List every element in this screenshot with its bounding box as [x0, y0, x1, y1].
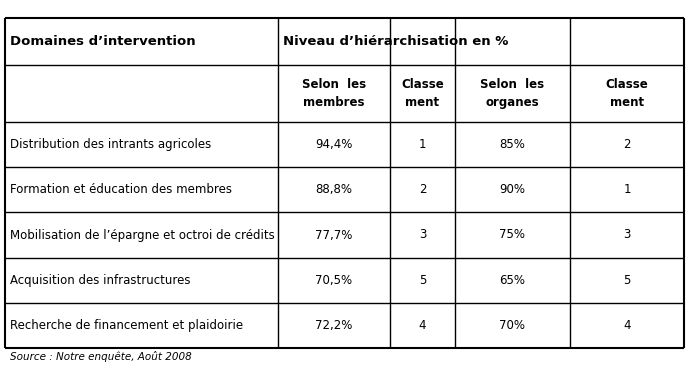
- Text: 4: 4: [419, 319, 426, 332]
- Text: 72,2%: 72,2%: [316, 319, 353, 332]
- Text: Niveau d’hiérarchisation en %: Niveau d’hiérarchisation en %: [283, 35, 508, 48]
- Text: Classe
ment: Classe ment: [401, 78, 444, 109]
- Text: Selon  les
organes: Selon les organes: [480, 78, 544, 109]
- Text: 1: 1: [624, 183, 630, 196]
- Text: Domaines d’intervention: Domaines d’intervention: [10, 35, 196, 48]
- Text: 2: 2: [624, 138, 630, 151]
- Text: 77,7%: 77,7%: [316, 229, 353, 242]
- Text: Classe
ment: Classe ment: [606, 78, 648, 109]
- Text: 1: 1: [419, 138, 426, 151]
- Text: 3: 3: [419, 229, 426, 242]
- Text: Mobilisation de l’épargne et octroi de crédits: Mobilisation de l’épargne et octroi de c…: [10, 229, 275, 242]
- Text: Acquisition des infrastructures: Acquisition des infrastructures: [10, 274, 190, 287]
- Text: Selon  les
membres: Selon les membres: [302, 78, 366, 109]
- Text: Source : Notre enquête, Août 2008: Source : Notre enquête, Août 2008: [10, 350, 192, 361]
- Text: 75%: 75%: [500, 229, 526, 242]
- Text: Formation et éducation des membres: Formation et éducation des membres: [10, 183, 232, 196]
- Text: 3: 3: [624, 229, 630, 242]
- Text: 4: 4: [624, 319, 630, 332]
- Text: 5: 5: [419, 274, 426, 287]
- Text: 70,5%: 70,5%: [316, 274, 353, 287]
- Text: 70%: 70%: [500, 319, 526, 332]
- Text: 90%: 90%: [500, 183, 526, 196]
- Text: 94,4%: 94,4%: [316, 138, 353, 151]
- Text: 5: 5: [624, 274, 630, 287]
- Text: 88,8%: 88,8%: [316, 183, 353, 196]
- Text: 85%: 85%: [500, 138, 526, 151]
- Text: Recherche de financement et plaidoirie: Recherche de financement et plaidoirie: [10, 319, 243, 332]
- Text: Distribution des intrants agricoles: Distribution des intrants agricoles: [10, 138, 212, 151]
- Text: 2: 2: [419, 183, 426, 196]
- Text: 65%: 65%: [500, 274, 526, 287]
